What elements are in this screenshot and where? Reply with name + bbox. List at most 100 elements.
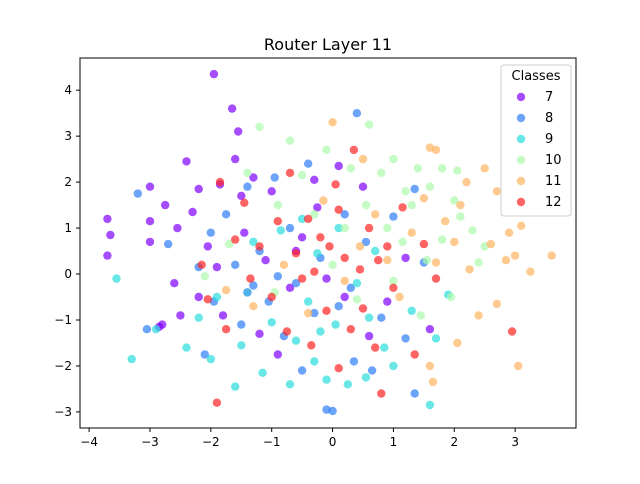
data-point <box>428 377 438 387</box>
data-point <box>410 389 419 398</box>
data-point <box>380 343 389 352</box>
legend-label: 9 <box>545 132 553 147</box>
data-point <box>383 223 392 233</box>
data-point <box>501 256 511 265</box>
data-point <box>297 171 307 180</box>
data-point <box>316 327 325 336</box>
data-point <box>367 366 377 375</box>
data-point <box>431 145 441 155</box>
data-point <box>377 168 386 178</box>
data-point <box>465 265 474 274</box>
data-point <box>270 173 279 182</box>
data-point <box>437 235 447 244</box>
data-point <box>255 329 264 338</box>
data-point <box>398 203 407 212</box>
data-point <box>407 228 416 237</box>
data-point <box>112 274 121 283</box>
data-point <box>310 357 319 366</box>
data-point <box>325 242 334 251</box>
data-point <box>234 127 243 136</box>
data-point <box>547 251 556 260</box>
data-point <box>358 154 368 164</box>
data-point <box>106 230 115 240</box>
data-point <box>221 210 231 219</box>
data-point <box>334 161 343 171</box>
data-point <box>285 168 295 178</box>
data-point <box>304 308 313 318</box>
x-tick-label: −1 <box>263 435 281 449</box>
data-point <box>389 283 398 292</box>
x-tick-label: −4 <box>80 435 98 449</box>
data-point <box>431 258 441 267</box>
data-point <box>364 120 374 129</box>
data-point <box>364 331 374 341</box>
legend: Classes 7 8 9 10 11 12 <box>500 64 572 217</box>
data-point <box>346 164 355 173</box>
data-point <box>431 274 441 283</box>
data-point <box>453 166 462 175</box>
data-point <box>310 175 319 184</box>
x-tick-label: 0 <box>329 435 337 449</box>
data-point <box>322 274 331 283</box>
data-point <box>151 325 161 334</box>
data-point <box>212 292 222 302</box>
data-point <box>340 210 349 219</box>
data-point <box>203 242 212 251</box>
data-point <box>133 189 142 198</box>
data-point <box>453 338 462 348</box>
legend-title: Classes <box>512 69 561 84</box>
y-tick-label: 1 <box>64 221 72 235</box>
data-point <box>425 361 435 371</box>
x-tick-label: 3 <box>511 435 519 449</box>
data-point <box>231 154 240 164</box>
data-point <box>322 375 331 384</box>
data-point <box>401 253 410 263</box>
data-point <box>164 239 173 249</box>
data-point <box>331 320 340 329</box>
data-point <box>474 258 483 267</box>
data-point <box>328 260 337 269</box>
data-point <box>492 299 502 309</box>
data-point <box>231 382 240 391</box>
data-point <box>425 182 435 191</box>
data-point <box>480 164 489 173</box>
data-point <box>200 350 209 359</box>
data-point <box>419 194 429 203</box>
data-point <box>316 233 325 242</box>
data-point <box>307 341 316 350</box>
data-point <box>340 276 349 286</box>
data-point <box>328 118 337 127</box>
data-point <box>212 398 222 407</box>
legend-label: 12 <box>545 195 562 210</box>
data-point <box>285 380 295 389</box>
data-point <box>246 274 255 283</box>
data-point <box>486 239 495 249</box>
legend-marker <box>516 113 526 123</box>
data-point <box>313 249 322 258</box>
data-point <box>377 313 386 322</box>
data-point <box>273 200 282 210</box>
data-point <box>203 295 212 304</box>
data-point <box>371 246 380 256</box>
data-point <box>145 217 155 226</box>
data-point <box>328 406 337 416</box>
x-tick-label: −2 <box>202 435 220 449</box>
data-point <box>514 361 523 371</box>
data-point <box>249 302 258 311</box>
data-point <box>227 104 237 113</box>
data-point <box>142 325 152 334</box>
data-point <box>285 136 295 145</box>
data-point <box>389 276 398 286</box>
data-point <box>504 228 514 237</box>
data-point <box>422 256 432 265</box>
data-point <box>237 191 246 201</box>
data-point <box>200 272 209 281</box>
data-point <box>304 159 313 168</box>
data-point <box>103 214 112 224</box>
data-point <box>425 325 435 334</box>
data-point <box>255 122 264 132</box>
data-point <box>371 343 380 352</box>
data-point <box>343 380 352 389</box>
data-point <box>377 389 386 398</box>
data-point <box>209 69 219 79</box>
